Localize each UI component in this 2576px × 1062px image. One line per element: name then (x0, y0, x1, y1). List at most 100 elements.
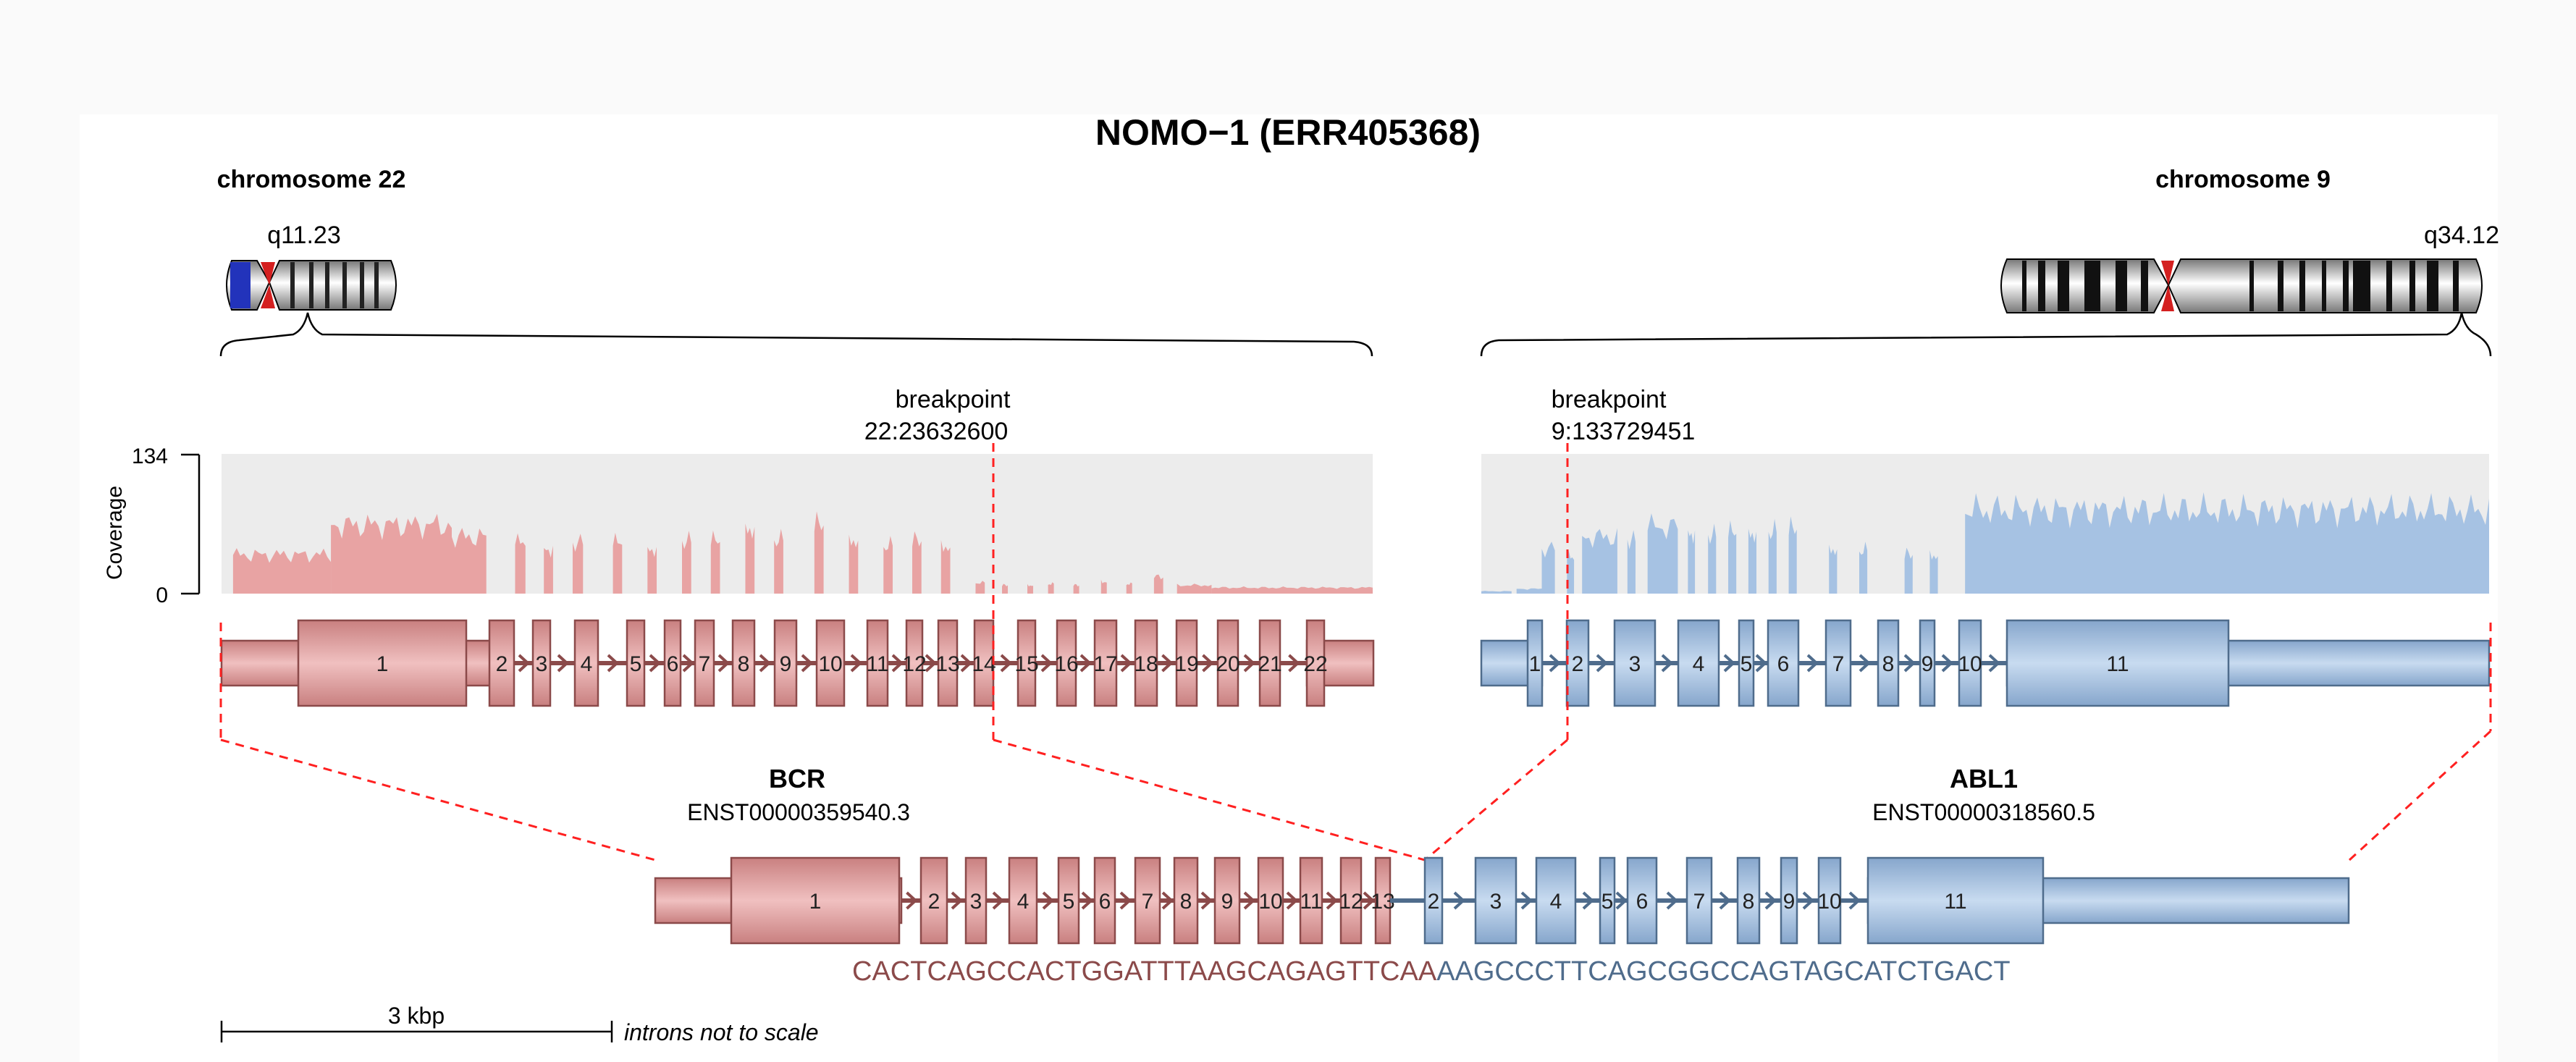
coverage-block (1859, 541, 1868, 594)
exon-number: 11 (866, 652, 888, 676)
sequence-abl1: AAGCCCTTCAGCGGCCAGTAGCATCTGACT (1436, 956, 2010, 987)
coverage-block (745, 523, 755, 594)
exon (1299, 856, 1323, 945)
coverage-block (1153, 574, 1163, 594)
exon (1677, 619, 1720, 707)
exon (1599, 856, 1616, 945)
fusion-part-abl1: 2 3 4 5 6 7 8 9 10 11 (1390, 856, 2350, 945)
exon-number: 8 (738, 652, 750, 676)
strand-arrow (607, 654, 619, 673)
exon-number: 4 (1693, 652, 1705, 676)
exon (1474, 856, 1518, 945)
coverage-track-abl1 (1481, 492, 2489, 594)
exon-number: 10 (1258, 890, 1282, 914)
strand-arrow (1549, 654, 1561, 673)
coverage-block (849, 534, 859, 594)
strand-arrow (1666, 891, 1678, 910)
coverage-block (1728, 520, 1737, 594)
ideogram-chr9 (2000, 258, 2483, 313)
exon-number: 9 (1783, 890, 1796, 914)
exon (1780, 856, 1798, 945)
strand-arrow (1988, 654, 2000, 673)
strand-arrow (1079, 654, 1092, 673)
exon (531, 619, 552, 707)
strand-arrow (1596, 654, 1608, 673)
coverage-block (774, 528, 783, 594)
coverage-block (1048, 582, 1054, 594)
exon-number: 1 (1529, 652, 1541, 676)
exon-number: 5 (630, 652, 642, 676)
coverage-axis-label: Coverage (103, 486, 127, 580)
exon-number: 4 (1017, 890, 1030, 914)
exon (937, 619, 959, 707)
exon-number: 22 (1303, 652, 1327, 676)
exon-number: 11 (1300, 890, 1322, 914)
coverage-block (912, 531, 922, 594)
coverage-block (1788, 516, 1797, 594)
exon (488, 619, 515, 707)
strand-arrow (682, 654, 694, 673)
coverage-block (1177, 583, 1212, 594)
coverage-max: 134 (132, 444, 168, 468)
exon (1736, 856, 1761, 945)
exon (1056, 619, 1077, 707)
coverage-block (452, 528, 487, 594)
strand-arrow (1040, 654, 1053, 673)
strand-arrow (1000, 654, 1012, 673)
coverage-block (975, 581, 985, 594)
exon-number: 14 (972, 652, 996, 676)
exon-number: 6 (667, 652, 679, 676)
gene-track-abl1: 1 2 3 4 5 6 7 8 9 10 11 (1480, 619, 2491, 707)
exon-number: 4 (1550, 890, 1562, 914)
coverage-block (940, 539, 951, 594)
strand-arrow (1243, 891, 1255, 910)
exon-number: 8 (1180, 890, 1192, 914)
strand-arrow (1081, 891, 1093, 910)
coverage-block (883, 536, 893, 594)
coverage-block (1904, 547, 1913, 594)
gene-name-abl1: ABL1 (1950, 764, 2018, 793)
exon (1175, 619, 1198, 707)
scale-bar (220, 1021, 613, 1042)
strand-arrow (1042, 891, 1054, 910)
coverage-block (1582, 528, 1617, 594)
breakpoint-pos-left: 22:23632600 (864, 418, 1009, 445)
strand-arrow (925, 654, 937, 673)
exon-number: 6 (1636, 890, 1649, 914)
gene-name-bcr: BCR (769, 764, 825, 793)
strand-arrow (1903, 654, 1916, 673)
exon-number: 12 (1339, 890, 1363, 914)
strand-arrow (759, 654, 771, 673)
strand-arrow (1582, 891, 1594, 910)
strand-arrow (801, 654, 813, 673)
exon (1958, 619, 1982, 707)
exon-number: 11 (1944, 890, 1966, 914)
exon (663, 619, 682, 707)
exon-number: 7 (1693, 890, 1706, 914)
coverage-block (572, 534, 584, 594)
exon-number: 2 (496, 652, 508, 676)
coverage-block (1211, 586, 1373, 594)
exon (1134, 856, 1161, 945)
exon (866, 619, 889, 707)
coverage-block (1688, 530, 1696, 594)
coverage-block (682, 531, 691, 594)
exon (973, 619, 995, 707)
coverage-track-bcr (232, 511, 1373, 594)
sequence-bcr: CACTCAGCCACTGGATTTAAGCAGAGTTCAA (852, 956, 1437, 987)
coverage-block (1708, 523, 1717, 594)
coverage-block (1829, 544, 1838, 594)
exon-number: 2 (1572, 652, 1584, 676)
breakpoint-pos-right: 9:133729451 (1552, 418, 1696, 445)
exon-coding (730, 856, 901, 945)
breakpoint-label-right: breakpoint (1552, 386, 1667, 413)
exon-number: 7 (699, 652, 711, 676)
exon-number: 19 (1174, 652, 1198, 676)
exon (815, 619, 846, 707)
exon-coding (1305, 619, 1326, 707)
strand-arrow (906, 891, 918, 910)
strand-arrow (1764, 891, 1777, 910)
ideogram-chr22 (226, 260, 397, 311)
fusion-sequence: CACTCAGCCACTGGATTTAAGCAGAGTTCAAAAGCCCTTC… (852, 956, 2011, 987)
